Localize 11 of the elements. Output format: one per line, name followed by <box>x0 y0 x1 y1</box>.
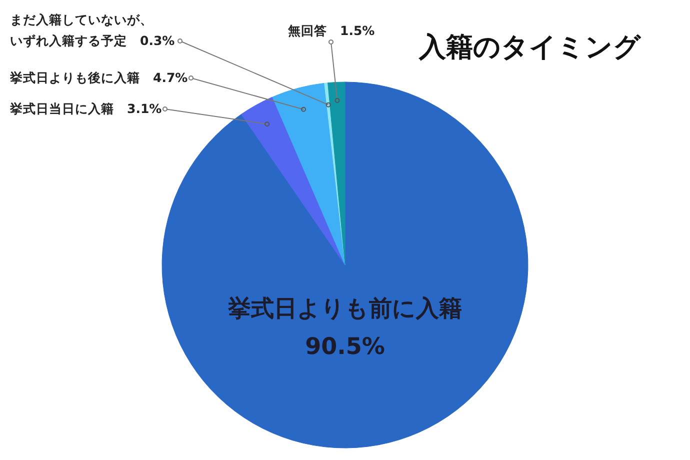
text: 入籍のタイミング <box>418 32 642 63</box>
slice-label: まだ入籍していないが、いずれ入籍する予定 0.3% <box>10 11 176 50</box>
slice-label: 無回答 1.5% <box>288 22 376 40</box>
slice-label: 挙式日よりも後に入籍 4.7% <box>10 69 189 87</box>
pie-slice <box>162 82 528 448</box>
data-label: 90.5% <box>305 334 385 360</box>
slice-label: 挙式日当日に入籍 3.1% <box>10 100 163 118</box>
pie-slice <box>328 82 346 266</box>
pie-slice <box>272 82 346 266</box>
pie-slice <box>241 96 346 266</box>
slice-label: 挙式日よりも前に入籍 <box>228 296 462 322</box>
